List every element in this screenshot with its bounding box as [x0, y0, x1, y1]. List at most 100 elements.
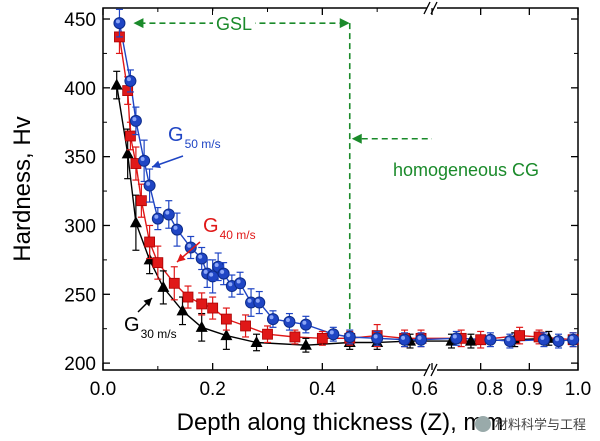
marker-triangle — [299, 338, 312, 350]
marker-square — [207, 302, 219, 314]
series-label-text: G50 m/s — [168, 124, 221, 151]
data-point-G50m/s — [162, 200, 175, 229]
marker-circle — [151, 212, 164, 225]
marker-square — [125, 130, 136, 142]
data-point-G50m/s — [217, 262, 230, 286]
data-point-G30m/s — [299, 337, 312, 353]
marker-circle — [450, 332, 463, 345]
watermark: 材料科学与工程 — [474, 414, 586, 433]
data-point-G40m/s — [135, 183, 147, 218]
marker-square — [514, 330, 525, 341]
marker-circle — [143, 179, 156, 192]
cg-arrow-head — [351, 133, 362, 144]
data-point-G50m/s — [567, 332, 580, 348]
marker-square — [196, 298, 208, 310]
data-point-G40m/s — [130, 146, 142, 181]
marker-square — [168, 277, 180, 289]
marker-highlight — [132, 117, 137, 122]
marker-square — [144, 236, 156, 248]
y-tick-label: 250 — [64, 285, 96, 306]
data-point-G50m/s — [484, 332, 497, 348]
data-point-G50m/s — [327, 326, 340, 342]
marker-circle — [195, 252, 208, 265]
marker-circle — [113, 17, 126, 30]
data-point-G40m/s — [220, 307, 232, 331]
marker-triangle — [176, 304, 189, 316]
data-point-G50m/s — [415, 332, 428, 348]
data-point-G50m/s — [398, 332, 411, 348]
marker-triangle — [250, 335, 263, 347]
data-point-G30m/s — [464, 333, 477, 349]
marker-highlight — [417, 335, 422, 340]
marker-circle — [138, 154, 151, 167]
data-point-G40m/s — [168, 266, 180, 301]
cg-label: homogeneous CG — [393, 160, 539, 180]
data-point-G40m/s — [262, 325, 273, 344]
marker-triangle — [121, 147, 134, 159]
marker-triangle — [157, 280, 170, 292]
data-point-G50m/s — [129, 106, 142, 136]
data-point-G30m/s — [250, 333, 263, 352]
plot-frame — [102, 7, 579, 371]
data-point-G40m/s — [152, 245, 164, 280]
data-point-G40m/s — [240, 314, 251, 338]
marker-highlight — [154, 214, 159, 219]
marker-highlight — [247, 298, 252, 303]
marker-circle — [171, 223, 184, 236]
data-point-G50m/s — [234, 271, 247, 295]
data-point-G50m/s — [195, 246, 208, 271]
series-label-text: G40 m/s — [203, 215, 256, 242]
marker-highlight — [228, 282, 233, 287]
x-tick-label: 0.0 — [90, 379, 116, 400]
data-point-G50m/s — [143, 168, 156, 203]
marker-circle — [484, 333, 497, 346]
marker-square — [182, 291, 194, 303]
series-label-text: G30 m/s — [124, 314, 177, 341]
marker-highlight — [126, 77, 131, 82]
marker-circle — [343, 330, 356, 343]
marker-highlight — [329, 330, 334, 335]
marker-circle — [552, 335, 565, 348]
marker-circle — [415, 333, 428, 346]
marker-highlight — [486, 335, 491, 340]
marker-circle — [327, 328, 340, 341]
data-point-G40m/s — [316, 330, 328, 346]
marker-highlight — [220, 269, 225, 274]
data-point-G50m/s — [552, 333, 565, 349]
data-point-G40m/s — [207, 296, 219, 320]
marker-circle — [371, 332, 384, 345]
x-tick-label: 0.6 — [412, 379, 438, 400]
x-tick-label: 0.8 — [477, 379, 503, 400]
series-label-arrowhead — [143, 298, 152, 307]
gsl-arrow-right — [339, 18, 350, 29]
marker-square — [289, 331, 301, 343]
marker-triangle — [129, 216, 142, 228]
marker-circle — [567, 333, 580, 346]
marker-circle — [253, 296, 266, 309]
data-point-G30m/s — [129, 194, 142, 251]
marker-highlight — [373, 334, 378, 339]
marker-circle — [398, 333, 411, 346]
marker-highlight — [269, 315, 274, 320]
marker-circle — [234, 277, 247, 290]
marker-square — [220, 313, 232, 325]
data-point-G40m/s — [144, 224, 156, 260]
data-point-G50m/s — [450, 330, 463, 346]
data-point-G30m/s — [157, 270, 170, 305]
marker-highlight — [173, 225, 178, 230]
y-axis-title: Hardness, Hv — [9, 116, 36, 261]
watermark-text: 材料科学与工程 — [494, 418, 586, 433]
data-point-G40m/s — [514, 326, 525, 345]
x-tick-label: 0.2 — [199, 379, 225, 400]
data-point-G50m/s — [283, 312, 296, 331]
marker-highlight — [285, 318, 290, 323]
marker-highlight — [198, 254, 203, 259]
data-point-G30m/s — [110, 70, 123, 100]
data-point-G50m/s — [299, 315, 312, 334]
marker-highlight — [209, 272, 214, 277]
data-point-G50m/s — [253, 290, 266, 315]
y-tick-label: 450 — [64, 10, 96, 31]
marker-circle — [162, 208, 175, 221]
y-tick-label: 400 — [64, 79, 96, 100]
marker-circle — [503, 335, 516, 348]
